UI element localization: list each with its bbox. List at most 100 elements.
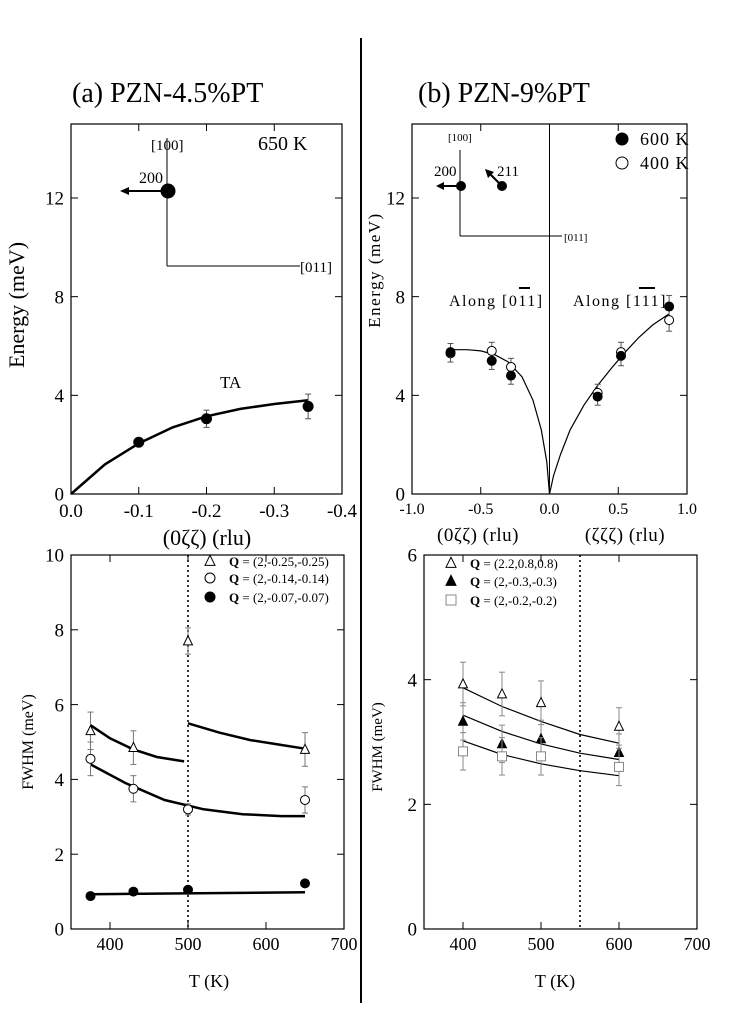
b-fwhm-data-point [457,677,469,689]
b-legend-marker-400k [615,156,629,170]
b-fwhm-data-point [613,720,625,731]
b-fwhm-legend-label: Q = (2.2,0.8,0.8) [470,556,558,571]
a-fwhm-ytick-label: 10 [45,546,64,567]
a-fwhm-xlabel: T (K) [189,971,229,992]
a-fwhm-data-point [182,634,194,646]
a-fwhm-data-point [128,783,139,794]
b-fit-curve-left [450,349,551,495]
b-along-left-label: Along [011] [449,293,544,310]
panel-b-title: (b) PZN-9%PT [418,78,590,109]
b-fwhm-data-point [497,751,507,762]
a-xtick-label: -0.2 [191,501,221,522]
b-xtick-label: 0.5 [608,501,628,518]
a-inset-200-point [160,183,176,199]
b-legend-marker-600k [615,132,629,146]
a-xtick-label: 0.0 [59,501,83,522]
a-temperature-label: 650 K [258,133,308,155]
a-fwhm-ytick-label: 0 [55,920,65,941]
b-inset-200-label: 200 [434,164,457,180]
a-ytick-label: 8 [55,287,65,308]
a-fwhm-xtick-label: 700 [331,934,358,954]
b-fwhm-data-point [614,761,624,772]
a-data-point [133,436,145,448]
a-data-point [201,413,212,425]
a-fwhm-data-point [128,886,139,897]
b-inset-arrow-200-head [436,182,444,190]
a-fwhm-ylabel: FWHM (meV) [20,694,37,790]
b-xtick-label: 1.0 [677,501,697,518]
b-inset-dir-011: [011] [564,232,587,244]
b-fwhm-data-point [457,715,469,726]
b-inset-211-label: 211 [497,164,519,180]
b-fwhm-data-point [536,751,546,762]
a-inset-dir-011: [011] [300,260,332,276]
a-fwhm-data-point [183,884,193,895]
b-inset-200-point [456,181,466,191]
b-data-point-400k [486,345,497,356]
a-inset-dir-100: [100] [151,138,184,154]
b-inset-arrow-211-head [485,169,494,178]
b-fwhm-data-point [496,687,508,699]
a-ta-fit-curve [70,399,309,495]
a-dispersion-frame [70,123,343,495]
a-fwhm-xtick-label: 400 [97,934,124,954]
a-xlabel: (0ζζ) (rlu) [163,525,251,550]
b-fwhm-legend-marker [445,556,457,568]
a-fwhm-fit-curve [187,722,306,750]
b-ytick-label: 4 [396,386,406,407]
a-fwhm-xtick-label: 600 [253,934,280,954]
a-fwhm-fit-curve [89,724,185,763]
b-fwhm-legend-label: Q = (2,-0.2,-0.2) [470,593,557,608]
b-xtick-label: 0.0 [540,501,560,518]
a-fwhm-ytick-label: 2 [55,845,65,866]
b-fwhm-xtick-label: 600 [606,934,633,954]
panel-a-title: (a) PZN-4.5%PT [72,78,264,109]
a-xtick-label: -0.4 [327,501,358,522]
b-fwhm-xtick-label: 700 [684,934,711,954]
b-fwhm-ytick-label: 4 [408,670,418,691]
b-legend-label-600k: 600 K [640,129,690,149]
a-fwhm-data-point [85,891,96,902]
a-fwhm-data-point [183,804,193,815]
b-data-point-400k [664,315,675,326]
b-fwhm-xtick-label: 500 [528,934,555,954]
a-ytick-label: 4 [55,386,65,407]
a-inset-arrow-head [120,187,129,195]
a-xtick-label: -0.1 [124,501,154,522]
a-fwhm-ytick-label: 8 [55,620,65,641]
a-ta-label: TA [220,373,242,392]
b-data-point-600k [664,301,675,312]
b-fwhm-ytick-label: 6 [408,546,418,567]
a-fwhm-frame [70,554,345,930]
a-fwhm-xtick-label: 500 [175,934,202,954]
b-fwhm-ytick-label: 2 [408,795,418,816]
b-data-point-600k [445,347,456,358]
b-along-right-label: Along [111] [573,293,667,310]
b-fwhm-legend-marker [445,574,457,586]
a-inset-200-label: 200 [139,170,163,187]
a-fwhm-legend-marker [204,572,216,584]
a-fwhm-data-point [128,741,139,752]
b-data-point-600k [506,370,516,381]
b-fwhm-data-point [535,696,547,708]
b-xlabel-left: (0ζζ) (rlu) [437,525,519,546]
a-ytick-label: 0 [55,485,65,506]
b-fwhm-legend-label: Q = (2,-0.3,-0.3) [470,574,557,589]
a-data-point [302,400,314,412]
b-fwhm-frame [423,554,698,930]
b-inset-211-point [497,181,507,191]
a-fwhm-fit-curve [89,763,305,818]
b-fwhm-ylabel: FWHM (meV) [370,702,386,792]
a-ylabel: Energy (meV) [4,242,29,368]
a-fwhm-legend-marker [204,591,216,603]
b-ytick-label: 0 [396,485,406,506]
b-ytick-label: 12 [386,189,405,210]
b-xtick-label: -1.0 [399,501,424,518]
b-data-point-600k [616,350,626,361]
a-fwhm-ytick-label: 6 [55,695,65,716]
a-fwhm-data-point [299,743,311,754]
a-fwhm-data-point [300,878,310,889]
a-fwhm-legend-label: Q = (2,-0.07,-0.07) [229,590,329,605]
b-fwhm-data-point [458,746,468,757]
